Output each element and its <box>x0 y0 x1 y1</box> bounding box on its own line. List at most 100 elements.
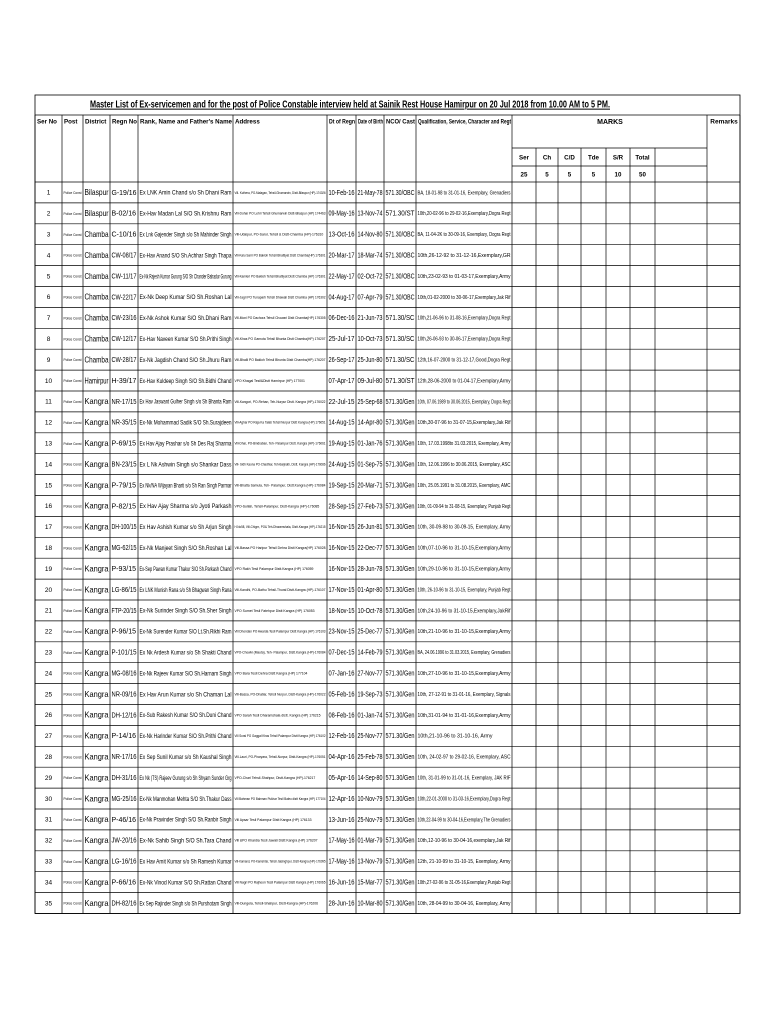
cell: C-10/16 <box>112 232 137 239</box>
cell: 19-Aug-15 <box>329 441 355 448</box>
cell: Vill-Kangori, PO-Rehan, Teh-Nurpur Distt… <box>235 400 326 404</box>
cell: DH-82/16 <box>112 900 137 907</box>
cell: Police Const <box>64 190 83 195</box>
column-header: Qualification, Service, Character and Re… <box>418 119 511 126</box>
cell: Vill-Bassa, PO-Dhatiar, Tehsil Nurpur, D… <box>235 692 326 696</box>
cell: MG-08/16 <box>112 670 137 677</box>
cell: 06-Dec-16 <box>329 315 355 322</box>
cell: Kangra <box>85 793 109 803</box>
cell: 16-Jun-16 <box>329 879 355 886</box>
cell: Police Const <box>64 253 83 258</box>
cell: 10th,22-01-2000 to 31-03-16,Exemplary,Do… <box>418 796 511 802</box>
cell: 26-Jun-81 <box>358 524 383 531</box>
cell: Vill Sorai PO Gaggal Khas Tehsil Palampu… <box>235 734 326 738</box>
cell: Ex Sep Sunil Kumar s/o Sh Kaushal Singh <box>140 754 232 761</box>
cell: 04-Apr-16 <box>329 754 355 761</box>
cell: 10 <box>45 378 53 385</box>
cell: H.No58, Vill-Chigrn, PO& Teh-Dharamshala… <box>235 525 326 529</box>
cell: Ex-Nk Vinod Kumar S/O Sh.Rattan Chand <box>140 879 232 886</box>
cell: Chamba <box>85 229 109 239</box>
cell: 10th,07-10-96 to 31-10-15,Exemplary,Army <box>418 546 511 552</box>
cell: 19 <box>45 566 53 573</box>
cell: 25 <box>45 691 53 698</box>
cell: Ex-Nk Ashok Kumar S/O Sh.Dhani Ram <box>140 315 232 322</box>
cell: VPO Sarah Tesil Dharamshala distt. Kangr… <box>235 713 321 717</box>
cell: 11 <box>45 399 52 406</box>
cell: Kangra <box>85 877 109 887</box>
cell: 10th, 12.06.1996 to 30.06.2015, Exemplar… <box>418 462 511 468</box>
cell: Vill-Aghar PO Raja Ka Talab Tehsil Nurpu… <box>235 421 326 425</box>
cell: Ex-Hav Anand S/O Sh.Achhar Singh Thapa <box>140 252 232 259</box>
cell: 25-Feb-78 <box>358 754 383 761</box>
cell: Ex-Nk Mohammad Sadik S/O Sh.Surajdeen <box>140 420 232 427</box>
cell: 34 <box>45 879 53 886</box>
column-header: Date of Birth <box>358 119 383 126</box>
cell: Ex-Nk Manmohan Mehta S/O Sh.Thakur Dass <box>140 796 232 803</box>
cell: Kangra <box>85 522 109 532</box>
cell: 8 <box>47 336 51 343</box>
cell: 571.30/Gen <box>386 796 415 803</box>
cell: 35 <box>45 900 53 907</box>
cell: MG-62/15 <box>112 545 137 552</box>
cell: 10th, 27-12-91 to 31-01-16, Exemplary, S… <box>418 692 511 698</box>
cell: 15 <box>45 482 53 489</box>
cell: Vill- Sidh Kaona PO-Chadhiar, Teh-Baijna… <box>235 463 326 467</box>
cell: Police Const <box>64 817 83 822</box>
cell: 10th,24-10-96 to 31-10-15,Exemplary,JakR… <box>418 608 511 614</box>
cell: Kangra <box>85 731 109 741</box>
cell: Kangra <box>85 772 109 782</box>
cell: Chamba <box>85 313 109 323</box>
cell: 23 <box>45 649 53 656</box>
cell: CW-12/17 <box>112 336 137 343</box>
column-header: Ser No <box>37 119 57 126</box>
cell: Ex-Nk Manjeet Singh S/O Sh.Roshan Lal <box>140 545 232 552</box>
cell: BA, 24.06.1996 to 31.03.2015, Exemplary,… <box>418 650 511 656</box>
cell: CW-22/17 <box>112 294 137 301</box>
cell: VPO-Sullah, Tehsil-Palampur, Distt-Kangr… <box>235 504 320 508</box>
cell: 12th,28-06-2000 to 01-04-17,Exemplary,Ar… <box>418 378 511 384</box>
cell: 04-Aug-17 <box>329 294 355 301</box>
cell: 28-Jun-16 <box>329 900 355 907</box>
cell: Police Const <box>64 315 83 320</box>
cell: Police Const <box>64 859 83 864</box>
cell: 12th, 21-10-99 to 31-10-15, Exemplary, A… <box>418 859 511 865</box>
cell: Kangra <box>85 626 109 636</box>
cell: Ex-Nk Sahib Singh S/O Sh.Tara Chand <box>140 838 232 845</box>
cell: Vill Dhondan PO Awarda Tesil Palampur Di… <box>235 630 326 634</box>
cell: Police Const <box>64 901 83 906</box>
cell: 10-Nov-79 <box>358 796 383 803</box>
cell: VPO Rakh Tesil Palampur Distt.Kangra (HP… <box>235 567 314 571</box>
cell: P-96/15 <box>112 629 137 636</box>
cell: Kangra <box>85 459 109 469</box>
cell: 10th,21-10-96 to 31-10-16, Army <box>418 734 493 740</box>
cell: 21-May-78 <box>358 190 383 197</box>
cell: Ex Nk/NA Wijayan Bharti s/o Sh Ran Singh… <box>140 482 232 489</box>
cell: 571.30/SC <box>386 357 415 364</box>
cell: Police Const <box>64 880 83 885</box>
cell: 571.30/Gen <box>386 733 415 740</box>
cell: VPO Khagal Tesil&Distt Hamirpur (HP) 177… <box>235 379 306 383</box>
cell: 14-Nov-80 <box>358 232 383 239</box>
cell: Police Const <box>64 629 83 634</box>
cell: Ex Hav Ashish Kumar s/o Sh Arjun Singh <box>140 524 232 531</box>
cell: Kangra <box>85 417 109 427</box>
cell: 18-Nov-15 <box>329 608 355 615</box>
cell: P-79/15 <box>112 482 137 489</box>
cell: 07-Jan-16 <box>329 670 355 677</box>
cell: 10th,31-01-94 to 31-01-16,Exemplary,Army <box>418 713 511 719</box>
cell: Vill-Bhalli PO Bakloh Tehsil Bhunta Dist… <box>235 358 326 362</box>
cell: 571.30/ST <box>386 378 416 385</box>
cell: Ex-Nk Deep Kumar S/O Sh.Roshan Lal <box>140 294 232 301</box>
cell: 6 <box>47 294 51 301</box>
cell: Kangra <box>85 480 109 490</box>
cell: 571.30/Gen <box>386 461 415 468</box>
cell: 14-Feb-79 <box>358 650 383 657</box>
cell: 10-Oct-78 <box>358 608 383 615</box>
cell: Police Const <box>64 504 83 509</box>
cell: 10th,27-02-96 to 31-05-16,Exemplary,Punj… <box>418 880 511 886</box>
cell: Kangra <box>85 835 109 845</box>
cell: VPO-Chari Tehsil-Shahpur, Distt-Kangra (… <box>235 776 316 780</box>
cell: 17-May-16 <box>329 838 355 845</box>
cell: 27 <box>45 733 53 740</box>
cell: Ex Sep Rajinder Singh s/o Sh Purshotam S… <box>140 900 232 907</box>
